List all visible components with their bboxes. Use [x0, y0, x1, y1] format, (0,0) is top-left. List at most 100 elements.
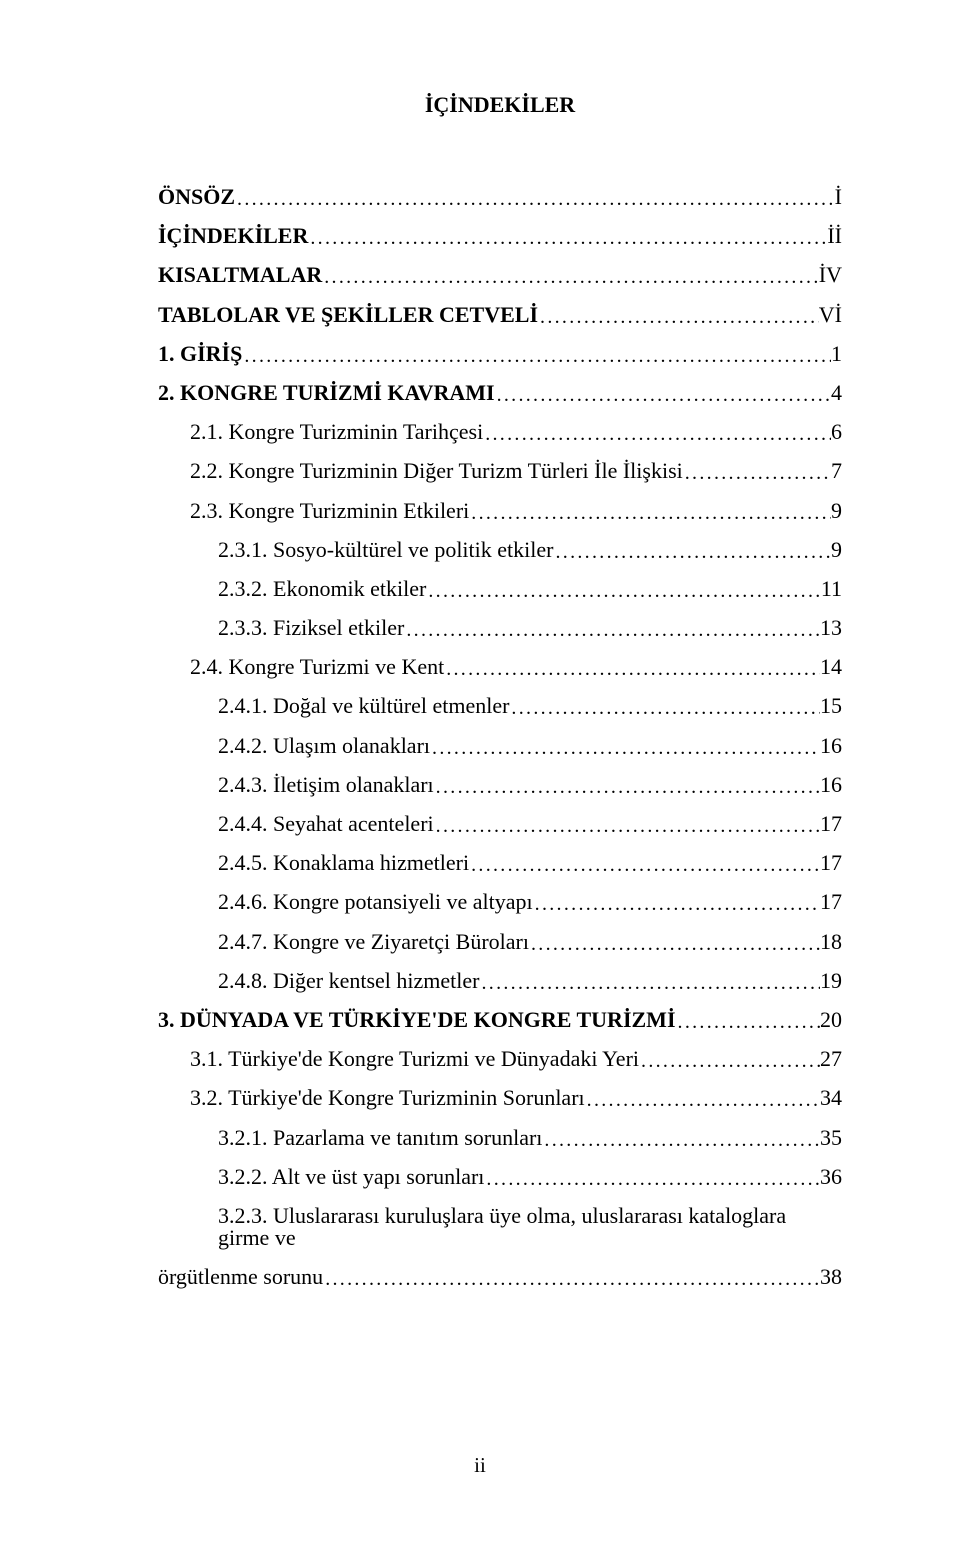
toc-entry-label: 2.4.6. Kongre potansiyeli ve altyapı [218, 891, 533, 913]
toc-entry-page: 13 [820, 617, 842, 639]
toc-entry-label: 2.1. Kongre Turizminin Tarihçesi [190, 421, 483, 443]
toc-entry-label: 2.3.1. Sosyo-kültürel ve politik etkiler [218, 539, 553, 561]
toc-row: İÇİNDEKİLER İİ [158, 225, 842, 247]
toc-entry-label: 2.4.7. Kongre ve Ziyaretçi Büroları [218, 931, 529, 953]
toc-entry-page: 9 [831, 539, 842, 561]
toc-entry-label: 2.4. Kongre Turizmi ve Kent [190, 656, 444, 678]
toc-row: 2.3. Kongre Turizminin Etkileri 9 [158, 500, 842, 522]
toc-entry-label: 2.4.1. Doğal ve kültürel etmenler [218, 695, 509, 717]
toc-entry-label: 2.4.2. Ulaşım olanakları [218, 735, 430, 757]
toc-row: 2.4.7. Kongre ve Ziyaretçi Büroları 18 [158, 931, 842, 953]
toc-entry-label: 2.2. Kongre Turizminin Diğer Turizm Türl… [190, 460, 683, 482]
toc-leader-dots [533, 894, 820, 914]
toc-entry-label: 1. GİRİŞ [158, 343, 242, 365]
toc-row: 2.4.1. Doğal ve kültürel etmenler 15 [158, 695, 842, 717]
toc-entry-label: 3.2.3. Uluslararası kuruluşlara üye olma… [218, 1205, 842, 1249]
toc-leader-dots [538, 307, 819, 327]
toc-entry-page: Vİ [819, 304, 842, 326]
toc-entry-label: 3.2. Türkiye'de Kongre Turizminin Sorunl… [190, 1087, 585, 1109]
toc-row: 2.3.3. Fiziksel etkiler 13 [158, 617, 842, 639]
toc-entry-label: 2.3.3. Fiziksel etkiler [218, 617, 404, 639]
toc-row: 3.2. Türkiye'de Kongre Turizminin Sorunl… [158, 1087, 842, 1109]
toc-entry-label: İÇİNDEKİLER [158, 225, 308, 247]
toc-leader-dots [308, 228, 827, 248]
toc-leader-dots [529, 934, 820, 954]
document-page: İÇİNDEKİLER ÖNSÖZİ İÇİNDEKİLER İİ KISALTMAL… [0, 0, 960, 1548]
toc-leader-dots [323, 1269, 820, 1289]
toc-row: örgütlenme sorunu 38 [158, 1266, 842, 1288]
toc-entry-label: 3.2.1. Pazarlama ve tanıtım sorunları [218, 1127, 542, 1149]
toc-entry-page: 17 [820, 813, 842, 835]
toc-entry-page: 16 [820, 735, 842, 757]
toc-entry-page: 19 [820, 970, 842, 992]
toc-leader-dots [542, 1130, 820, 1150]
toc-row: 2.4. Kongre Turizmi ve Kent14 [158, 656, 842, 678]
toc-row: 2. KONGRE TURİZMİ KAVRAMI 4 [158, 382, 842, 404]
toc-entry-label: 2.3. Kongre Turizminin Etkileri [190, 500, 469, 522]
toc-entry-page: İİ [827, 225, 842, 247]
toc-row: ÖNSÖZİ [158, 186, 842, 208]
toc-leader-dots [434, 816, 820, 836]
toc-row: 2.4.3. İletişim olanakları 16 [158, 774, 842, 796]
toc-entry-label: 3. DÜNYADA VE TÜRKİYE'DE KONGRE TURİZMİ [158, 1009, 676, 1031]
toc-leader-dots [509, 698, 820, 718]
toc-leader-dots [553, 542, 831, 562]
toc-entry-label: 2.4.5. Konaklama hizmetleri [218, 852, 469, 874]
toc-entry-label: 2.3.2. Ekonomik etkiler [218, 578, 426, 600]
toc-leader-dots [639, 1051, 820, 1071]
toc-entry-page: 15 [820, 695, 842, 717]
toc-leader-dots [444, 659, 820, 679]
toc-entry-page: İ [835, 186, 842, 208]
toc-leader-dots [430, 738, 820, 758]
toc-leader-dots [479, 973, 820, 993]
toc-entry-page: 16 [820, 774, 842, 796]
toc-entry-label: TABLOLAR VE ŞEKİLLER CETVELİ [158, 304, 538, 326]
toc-row: 2.3.1. Sosyo-kültürel ve politik etkiler… [158, 539, 842, 561]
toc-leader-dots [683, 463, 831, 483]
toc-entry-page: İV [819, 264, 842, 286]
toc-row: 2.4.2. Ulaşım olanakları 16 [158, 735, 842, 757]
toc-entry-label: örgütlenme sorunu [158, 1266, 323, 1288]
toc-entry-page: 36 [820, 1166, 842, 1188]
toc-entry-page: 17 [820, 852, 842, 874]
toc-entry-label: 2. KONGRE TURİZMİ KAVRAMI [158, 382, 495, 404]
page-number-footer: ii [0, 1453, 960, 1478]
toc-entry-page: 9 [831, 500, 842, 522]
toc-leader-dots [483, 424, 831, 444]
toc-row: TABLOLAR VE ŞEKİLLER CETVELİ Vİ [158, 304, 842, 326]
toc-entry-page: 35 [820, 1127, 842, 1149]
toc-row: 2.4.6. Kongre potansiyeli ve altyapı17 [158, 891, 842, 913]
toc-entry-label: 2.4.4. Seyahat acenteleri [218, 813, 434, 835]
toc-leader-dots [322, 267, 819, 287]
toc-entry-label: KISALTMALAR [158, 264, 322, 286]
toc-row: 3.2.1. Pazarlama ve tanıtım sorunları 35 [158, 1127, 842, 1149]
toc-leader-dots [242, 346, 831, 366]
toc-row: 3.2.3. Uluslararası kuruluşlara üye olma… [158, 1205, 842, 1249]
toc-entry-page: 4 [831, 382, 842, 404]
toc-entry-page: 18 [820, 931, 842, 953]
toc-row: 2.4.4. Seyahat acenteleri 17 [158, 813, 842, 835]
toc-entry-label: 2.4.8. Diğer kentsel hizmetler [218, 970, 479, 992]
toc-entry-page: 27 [820, 1048, 842, 1070]
toc-entry-page: 1 [831, 343, 842, 365]
toc-row: 1. GİRİŞ 1 [158, 343, 842, 365]
toc-entry-page: 6 [831, 421, 842, 443]
toc-leader-dots [469, 503, 831, 523]
toc-leader-dots [676, 1012, 820, 1032]
toc-leader-dots [434, 777, 820, 797]
toc-entry-label: 3.2.2. Alt ve üst yapı sorunları [218, 1166, 484, 1188]
toc-row: 3.2.2. Alt ve üst yapı sorunları 36 [158, 1166, 842, 1188]
toc-leader-dots [235, 189, 835, 209]
toc-leader-dots [585, 1090, 820, 1110]
toc-leader-dots [484, 1169, 820, 1189]
toc-leader-dots [404, 620, 820, 640]
toc-row: 2.3.2. Ekonomik etkiler 11 [158, 578, 842, 600]
toc-entry-page: 11 [821, 578, 842, 600]
toc-row: 2.2. Kongre Turizminin Diğer Turizm Türl… [158, 460, 842, 482]
toc-entry-label: 2.4.3. İletişim olanakları [218, 774, 434, 796]
toc-row: 2.4.8. Diğer kentsel hizmetler 19 [158, 970, 842, 992]
toc-row: 3.1. Türkiye'de Kongre Turizmi ve Dünyad… [158, 1048, 842, 1070]
toc-entry-page: 7 [831, 460, 842, 482]
toc-entry-page: 38 [820, 1266, 842, 1288]
toc-row: 2.1. Kongre Turizminin Tarihçesi 6 [158, 421, 842, 443]
